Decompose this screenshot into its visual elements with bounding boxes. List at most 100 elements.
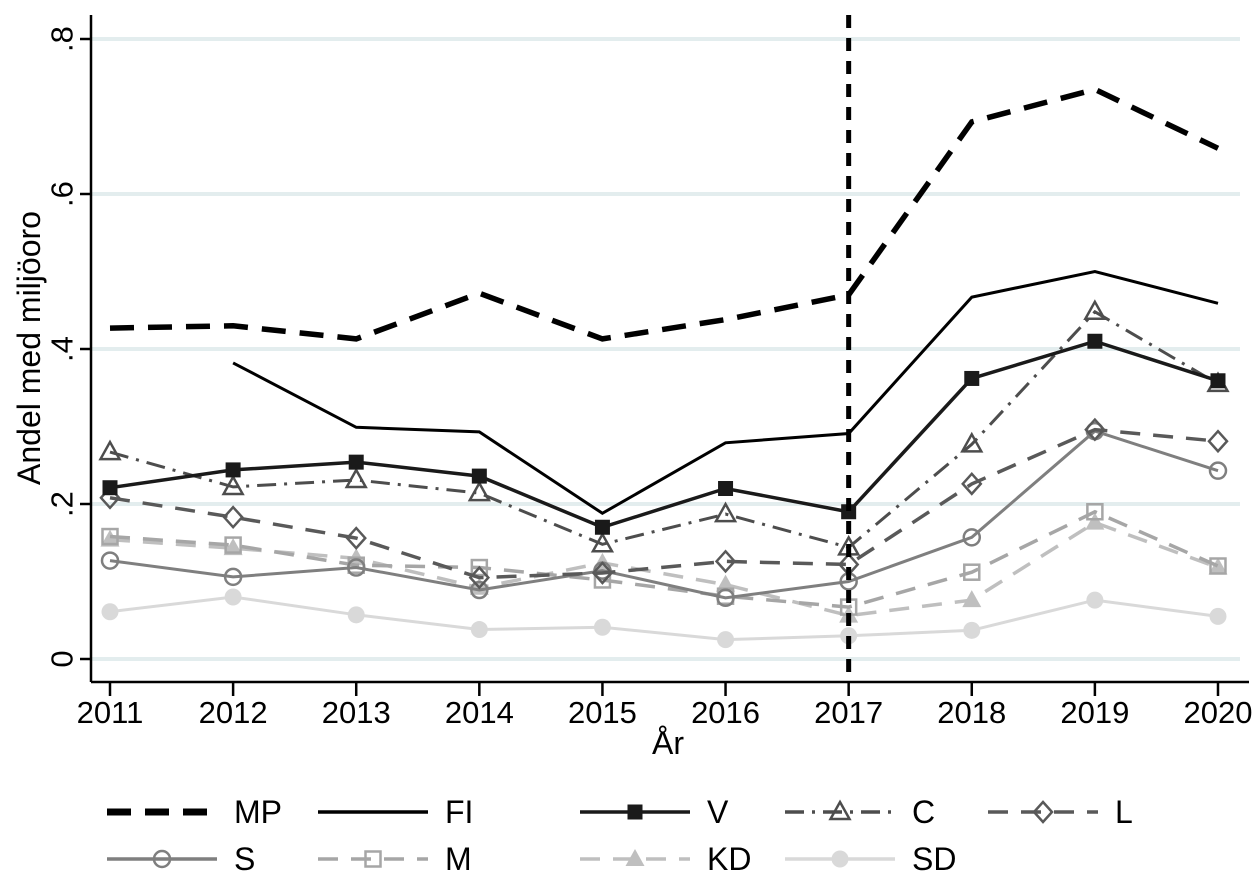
marker-C-2013	[344, 467, 368, 489]
series-L	[99, 417, 1229, 590]
marker-L-2012	[222, 505, 244, 530]
series-M	[101, 503, 1227, 616]
legend-label-FI: FI	[445, 794, 473, 830]
series-line-MP	[109, 86, 1220, 342]
marker-M-2011	[101, 527, 119, 546]
marker-V-2012	[225, 462, 241, 478]
axis-layer: 0 .2 .4 .6 .8 2011 2012 2013 2014 2015 2016 2017 201…	[45, 15, 1253, 730]
x-axis-title: År	[652, 725, 684, 761]
marker-M-2019	[1086, 503, 1104, 521]
marker-C-2014	[467, 480, 491, 502]
y-tick-label: .4	[45, 336, 80, 362]
marker-SD-2020	[1209, 607, 1227, 625]
marker-S-2014	[470, 580, 489, 600]
marker-V-2016	[718, 481, 734, 496]
marker-C-2011	[98, 439, 122, 461]
marker-V-2019	[1087, 333, 1103, 349]
marker-S-2013	[346, 558, 366, 577]
marker-V-2014	[471, 468, 487, 484]
marker-L-2019	[1084, 417, 1106, 442]
legend-marker-KD	[625, 849, 645, 866]
legend-marker-L	[1032, 800, 1054, 824]
marker-SD-2012	[224, 588, 242, 606]
marker-M-2014	[470, 558, 489, 577]
marker-V-2011	[102, 480, 118, 496]
marker-L-2016	[714, 549, 737, 574]
legend-marker-V	[627, 804, 643, 820]
x-tick-label: 2011	[77, 695, 144, 730]
marker-KD-2019	[1085, 512, 1105, 530]
x-tick-label: 2017	[814, 695, 883, 730]
marker-C-2016	[713, 501, 738, 523]
series-line-S	[109, 429, 1219, 600]
legend: MP FI V C L S M KD SD	[107, 794, 1133, 877]
marker-SD-2018	[963, 621, 981, 639]
marker-C-2015	[590, 531, 615, 553]
legend-label-C: C	[912, 794, 935, 830]
series-line-V	[109, 339, 1219, 530]
y-tick-label: .6	[45, 181, 80, 207]
series-line-KD	[109, 520, 1219, 618]
legend-label-SD: SD	[912, 841, 956, 877]
series-SD	[101, 588, 1227, 649]
legend-item-C: C	[785, 794, 935, 830]
y-tick-label: 0	[45, 650, 80, 667]
series-FI	[232, 269, 1219, 516]
marker-V-2017	[841, 504, 857, 520]
legend-item-M: M	[318, 841, 472, 877]
x-tick-label: 2020	[1184, 695, 1253, 730]
series-line-L	[109, 427, 1219, 580]
series-V	[102, 333, 1226, 535]
marker-KD-2018	[962, 590, 982, 608]
marker-S-2012	[223, 567, 243, 587]
series-C	[98, 299, 1230, 556]
marker-L-2020	[1207, 429, 1229, 454]
marker-V-2015	[594, 519, 610, 535]
x-tick-label: 2015	[568, 695, 637, 730]
grid-layer	[91, 37, 1240, 661]
marker-SD-2019	[1086, 591, 1104, 609]
marker-M-2012	[224, 536, 242, 554]
marker-SD-2013	[347, 606, 365, 624]
series-line-C	[109, 309, 1219, 550]
series-line-M	[109, 509, 1219, 609]
legend-item-FI: FI	[318, 794, 473, 830]
legend-marker-M	[364, 850, 382, 868]
legend-marker-SD	[831, 850, 849, 868]
marker-KD-2012	[223, 538, 243, 556]
legend-label-S: S	[234, 841, 255, 877]
series-line-FI	[232, 269, 1219, 516]
marker-L-2018	[961, 471, 983, 496]
marker-V-2018	[964, 370, 980, 386]
marker-M-2018	[963, 563, 981, 581]
legend-label-M: M	[445, 841, 472, 877]
marker-C-2019	[1083, 299, 1107, 321]
series-MP	[109, 86, 1220, 342]
marker-S-2016	[716, 588, 735, 608]
marker-S-2018	[962, 528, 982, 547]
marker-C-2012	[221, 474, 245, 496]
marker-SD-2015	[593, 618, 611, 636]
legend-item-L: L	[988, 794, 1133, 830]
legend-marker-S	[152, 849, 172, 869]
x-tick-label: 2016	[691, 695, 760, 730]
marker-L-2014	[468, 565, 491, 590]
marker-C-2018	[960, 431, 984, 453]
marker-L-2013	[345, 526, 367, 550]
x-tick-label: 2012	[199, 695, 268, 730]
marker-SD-2011	[101, 603, 119, 621]
y-tick-label: .2	[45, 491, 80, 517]
marker-V-2013	[348, 454, 364, 470]
marker-V-2020	[1210, 373, 1226, 389]
legend-label-MP: MP	[234, 794, 282, 830]
legend-item-KD: KD	[580, 841, 751, 877]
marker-S-2011	[100, 551, 120, 570]
marker-M-2020	[1209, 557, 1227, 575]
x-tick-label: 2013	[322, 695, 391, 730]
legend-item-SD: SD	[785, 841, 956, 877]
legend-item-V: V	[580, 794, 729, 830]
y-tick-label: .8	[45, 26, 80, 52]
legend-label-V: V	[707, 794, 729, 830]
